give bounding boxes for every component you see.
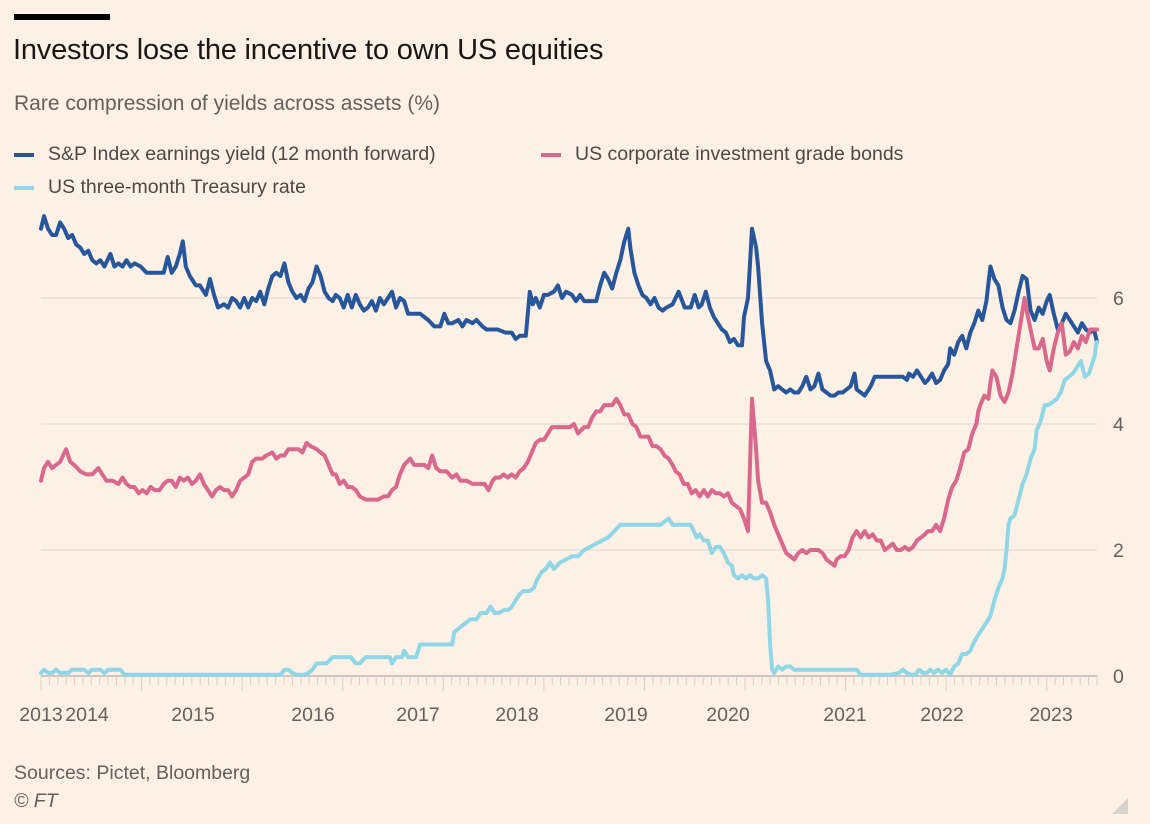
line-corporate-bonds xyxy=(39,296,1099,568)
legend-item-sp-earnings-yield: S&P Index earnings yield (12 month forwa… xyxy=(14,143,436,166)
x-tick-label: 2013 xyxy=(19,704,62,726)
legend-label: US corporate investment grade bonds xyxy=(575,143,904,165)
gridlines xyxy=(41,297,1097,677)
line-sp-earnings-yield xyxy=(39,214,1099,398)
legend-item-corporate-bonds: US corporate investment grade bonds xyxy=(541,143,903,166)
legend-swatch-sp xyxy=(14,152,34,157)
x-tick-label: 2016 xyxy=(291,704,334,726)
x-tick-label: 2019 xyxy=(604,704,647,726)
legend-label: S&P Index earnings yield (12 month forwa… xyxy=(48,143,436,165)
resize-handle-icon[interactable] xyxy=(1112,798,1128,814)
legend-label: US three-month Treasury rate xyxy=(48,176,306,198)
x-axis: 2013 2014 2015 2016 2017 2018 2019 2020 2021 2022… xyxy=(19,676,1098,726)
y-tick-label: 2 xyxy=(1113,540,1124,562)
x-tick-label: 2023 xyxy=(1029,704,1072,726)
source-note: Sources: Pictet, Bloomberg xyxy=(14,762,251,784)
y-axis: 0 2 4 6 xyxy=(1113,288,1124,688)
series-lines xyxy=(39,214,1099,677)
x-tick-label: 2022 xyxy=(920,704,963,726)
x-tick-label: 2017 xyxy=(396,704,439,726)
line-treasury-rate xyxy=(39,340,1099,677)
legend-swatch-treasury xyxy=(14,185,34,190)
y-tick-label: 6 xyxy=(1113,288,1124,310)
ft-brand-bar xyxy=(14,14,110,20)
chart-subtitle: Rare compression of yields across assets… xyxy=(14,92,440,115)
copyright-note: © FT xyxy=(14,790,58,812)
legend-item-treasury-rate: US three-month Treasury rate xyxy=(14,176,306,199)
x-tick-label: 2021 xyxy=(823,704,866,726)
x-tick-label: 2020 xyxy=(706,704,750,726)
legend-swatch-bonds xyxy=(541,152,561,157)
x-tick-label: 2015 xyxy=(171,704,215,726)
x-tick-label: 2018 xyxy=(495,704,538,726)
y-tick-label: 0 xyxy=(1113,666,1124,688)
x-tick-label: 2014 xyxy=(65,704,109,726)
chart-title: Investors lose the incentive to own US e… xyxy=(13,34,604,66)
y-tick-label: 4 xyxy=(1113,414,1124,436)
